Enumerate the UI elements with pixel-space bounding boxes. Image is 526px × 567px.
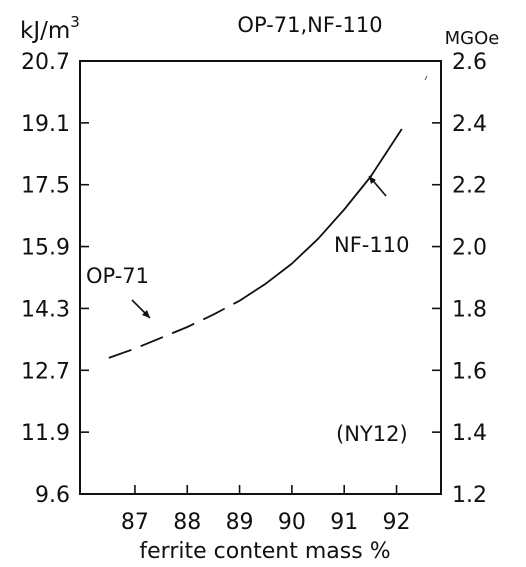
left-tick-label: 9.6 <box>35 483 70 508</box>
x-axis-title: ferrite content mass % <box>139 539 390 564</box>
code-label: (NY12) <box>336 422 408 446</box>
left-axis-tick-labels: 20.7 19.1 17.5 15.9 14.3 12.7 11.9 9.6 <box>21 50 70 508</box>
left-tick-label: 11.9 <box>21 421 70 446</box>
left-tick-label: 17.5 <box>21 174 70 199</box>
series-nf-110-line <box>239 128 403 302</box>
left-tick-label: 19.1 <box>21 112 70 137</box>
right-tick-label: 2.6 <box>452 50 487 75</box>
right-tick-label: 1.2 <box>452 483 487 508</box>
speck-mark <box>424 75 428 81</box>
plot-frame <box>79 60 442 495</box>
right-tick-label: 1.6 <box>452 359 487 384</box>
op71-arrowhead <box>142 310 150 318</box>
right-tick-label: 1.8 <box>452 297 487 322</box>
right-tick-label: 2.4 <box>452 112 487 137</box>
left-axis-unit: kJ/m3 <box>20 13 80 44</box>
right-tick-label: 2.0 <box>452 236 487 261</box>
x-axis-tick-labels: 87 88 89 90 91 92 <box>121 510 411 535</box>
left-tick-label: 15.9 <box>21 236 70 261</box>
nf110-arrowhead <box>369 176 376 184</box>
nf110-label: NF-110 <box>334 233 409 257</box>
right-axis-tick-labels: 2.6 2.4 2.2 2.0 1.8 1.6 1.4 1.2 <box>452 50 487 508</box>
x-tick-label: 88 <box>173 510 201 535</box>
left-tick-label: 12.7 <box>21 359 70 384</box>
x-tick-label: 92 <box>383 510 411 535</box>
x-tick-label: 87 <box>121 510 149 535</box>
x-tick-label: 90 <box>278 510 306 535</box>
right-tick-label: 1.4 <box>452 421 487 446</box>
chart-title: OP-71,NF-110 <box>237 13 382 37</box>
left-tick-label: 20.7 <box>21 50 70 75</box>
x-tick-label: 91 <box>330 510 358 535</box>
left-axis-unit-superscript: 3 <box>70 13 80 31</box>
series-op-71-line <box>108 299 241 359</box>
x-tick-label: 89 <box>226 510 254 535</box>
tick-marks <box>80 122 441 494</box>
left-tick-label: 14.3 <box>21 297 70 322</box>
right-tick-label: 2.2 <box>452 174 487 199</box>
right-axis-unit: MGOe <box>445 28 500 49</box>
op71-label: OP-71 <box>86 264 149 288</box>
